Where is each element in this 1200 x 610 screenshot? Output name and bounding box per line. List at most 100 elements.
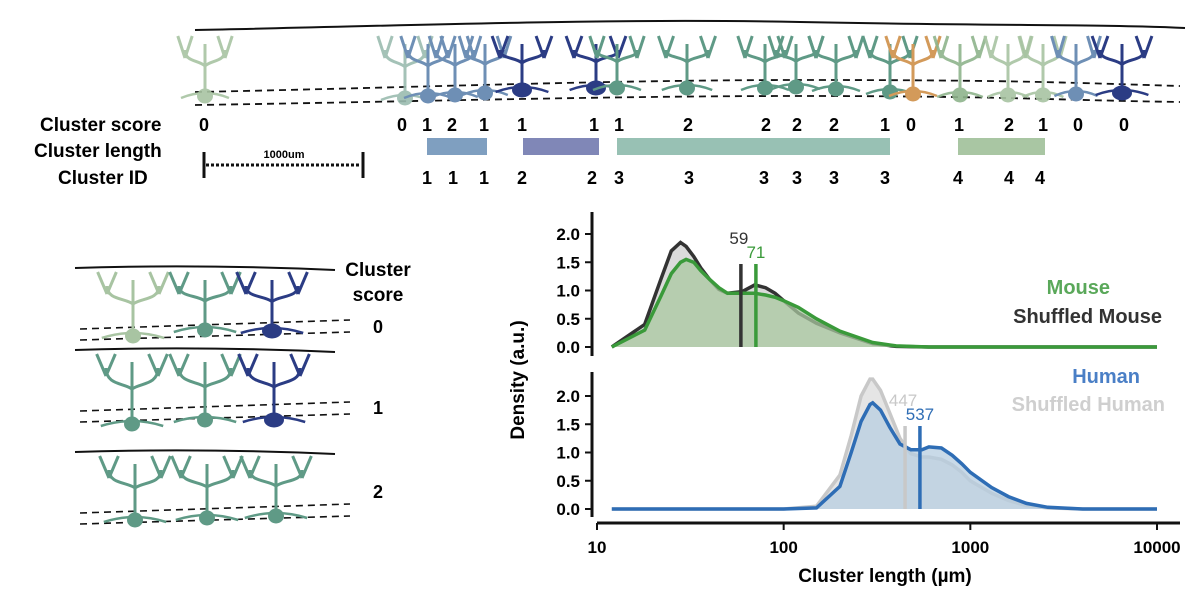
top-neuron: [807, 35, 865, 97]
density-line-human: [611, 400, 1157, 511]
neuron-soma: [609, 80, 625, 96]
example-neuron: [168, 271, 242, 338]
example-score-1: 1: [373, 398, 383, 418]
example-score-0: 0: [373, 317, 383, 337]
density-line-mouse: [611, 257, 1157, 349]
score-example-1: [74, 347, 351, 432]
cluster-id-value: 1: [422, 168, 432, 188]
example-neuron: [96, 271, 170, 344]
pial-line: [74, 265, 336, 271]
top-neuron: [588, 35, 646, 96]
cluster-id-value: 2: [517, 168, 527, 188]
dashed-line: [79, 515, 351, 525]
top-neuron: [736, 35, 794, 96]
cell-layer-dashed-lower: [194, 95, 1181, 106]
example-neuron: [170, 455, 244, 526]
y-axis-title: Density (a.u.): [508, 320, 529, 439]
top-neuron: [1090, 35, 1154, 101]
neuron-soma: [882, 84, 898, 100]
dashed-line: [79, 319, 351, 330]
y-tick-label: 0.0: [556, 500, 580, 519]
y-tick-label: 1.5: [556, 253, 580, 272]
y-tick-label: 0.5: [556, 472, 580, 491]
neuron-soma: [905, 86, 921, 102]
cluster-score-value: 0: [906, 115, 916, 135]
neuron-soma: [828, 81, 844, 97]
cluster-score-value: 0: [1119, 115, 1129, 135]
cluster-length-bar: [617, 138, 890, 155]
example-neuron: [235, 271, 309, 339]
cluster-score-value: 1: [479, 115, 489, 135]
legend-shuffled-mouse: Shuffled Mouse: [1013, 306, 1162, 328]
scale-bar-label: 1000um: [264, 149, 305, 161]
left-title-line2: score: [353, 285, 404, 306]
x-tick-label: 10: [588, 538, 607, 557]
cluster-score-value: 1: [589, 115, 599, 135]
y-tick-label: 2.0: [556, 387, 580, 406]
neuron-soma: [1000, 87, 1016, 103]
cluster-score-value: 0: [397, 115, 407, 135]
example-score-2: 2: [373, 482, 383, 502]
example-neuron: [98, 455, 172, 528]
neuron-soma: [477, 85, 493, 101]
cluster-id-value: 3: [792, 168, 802, 188]
neuron-soma: [264, 412, 284, 428]
median-label: 71: [746, 243, 765, 262]
y-tick-label: 2.0: [556, 225, 580, 244]
cluster-id-value: 1: [479, 168, 489, 188]
x-axis-title: Cluster length (µm): [798, 566, 972, 587]
y-tick-label: 0.0: [556, 338, 580, 357]
neuron-soma: [1035, 87, 1051, 103]
neuron-soma: [125, 328, 141, 344]
neuron-soma: [1112, 85, 1132, 101]
pial-surface-line: [194, 19, 1186, 31]
score-example-0: [74, 265, 351, 344]
top-neuron-row: [176, 35, 1154, 106]
y-tick-label: 1.0: [556, 444, 580, 463]
neuron-soma: [124, 416, 140, 432]
x-tick-label: 1000: [951, 538, 989, 557]
cluster-id-value: 4: [1004, 168, 1014, 188]
cluster-score-value: 0: [1073, 115, 1083, 135]
legend-human: Human: [1072, 366, 1140, 388]
top-neuron: [490, 35, 554, 98]
neuron-soma: [420, 88, 436, 104]
x-axis: 10 100 1000 10000: [588, 521, 1181, 557]
median-label: 447: [889, 391, 917, 410]
cluster-id-value: 4: [953, 168, 963, 188]
cluster-score-value: 2: [447, 115, 457, 135]
top-neuron: [884, 35, 942, 102]
scale-bar: 1000um: [202, 149, 365, 178]
neuron-soma: [447, 87, 463, 103]
row-label-cluster-id: Cluster ID: [58, 168, 148, 189]
cluster-score-value: 1: [614, 115, 624, 135]
example-neuron: [237, 353, 311, 428]
cluster-score-value: 2: [1004, 115, 1014, 135]
y-tick-label: 0.5: [556, 310, 580, 329]
neuron-soma: [679, 80, 695, 96]
median-label: 59: [729, 229, 748, 248]
neuron-soma: [1068, 86, 1084, 102]
pial-line: [74, 347, 336, 353]
cluster-score-value: 1: [422, 115, 432, 135]
pial-line: [74, 449, 336, 455]
cluster-id-value: 3: [759, 168, 769, 188]
example-neuron: [239, 455, 313, 524]
neuron-soma: [197, 412, 213, 428]
top-neuron: [176, 35, 234, 104]
density-area-human: [611, 402, 1157, 509]
cluster-score-value: 1: [954, 115, 964, 135]
cluster-length-row: [427, 138, 1045, 155]
cluster-score-value: 2: [792, 115, 802, 135]
cluster-score-value: 1: [517, 115, 527, 135]
cluster-length-bar: [958, 138, 1045, 155]
legend-mouse: Mouse: [1047, 277, 1110, 299]
cluster-length-bar: [427, 138, 487, 155]
neuron-soma: [268, 508, 284, 524]
median-label: 537: [906, 405, 934, 424]
neuron-soma: [788, 79, 804, 95]
neuron-soma: [197, 322, 213, 338]
